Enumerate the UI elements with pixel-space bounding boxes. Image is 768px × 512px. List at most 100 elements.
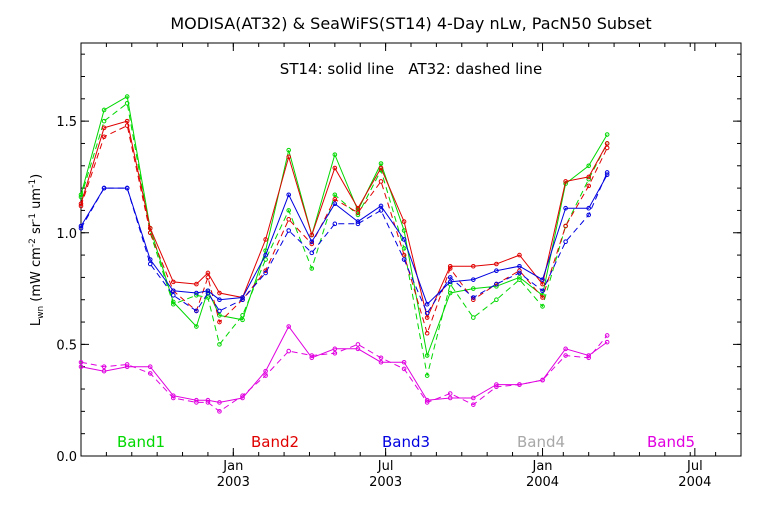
ylabel-close: ): [29, 174, 44, 179]
y-tick-label: 1.0: [56, 227, 77, 242]
band2-dashed-point: [586, 183, 591, 189]
band5-dashed-point: [401, 366, 407, 372]
band3-solid-point: [205, 288, 211, 294]
band3-dashed-point: [378, 208, 384, 213]
ylabel-mid1: sr: [29, 221, 44, 238]
band3-dashed-point: [263, 270, 268, 276]
band3-dashed-point: [563, 239, 568, 244]
band1-solid-point: [194, 324, 199, 329]
band2-dashed-point: [378, 179, 384, 184]
legend-band5: Band5: [647, 433, 695, 451]
band3-dashed-point: [286, 228, 291, 233]
band2-dashed-point: [604, 145, 610, 151]
band5-dashed-point: [78, 359, 84, 365]
band2-dashed-point: [217, 319, 222, 325]
band3-solid-point: [124, 185, 130, 191]
band3-dashed-point: [447, 275, 453, 280]
band3-solid-point: [309, 239, 315, 244]
band1-solid-point: [424, 353, 430, 358]
ylabel-mid2: um: [29, 188, 44, 213]
band2-solid-point: [124, 118, 130, 124]
band3-dashed-point: [494, 281, 499, 287]
band5-dashed-point: [101, 364, 107, 370]
band1-dashed-point: [309, 266, 315, 271]
band3-solid-point: [401, 237, 407, 242]
band5-solid-point: [147, 364, 153, 370]
band5-solid-point: [240, 395, 245, 401]
band2-solid-point: [401, 219, 407, 224]
band2-solid-point: [517, 252, 522, 258]
y-tick-label: 0.0: [56, 450, 77, 465]
band5-solid-point: [355, 346, 361, 352]
band3-dashed-point: [332, 221, 338, 227]
band2-solid-point: [471, 263, 476, 269]
band1-dashed-point: [101, 118, 107, 124]
band3-dashed-point: [309, 250, 315, 256]
x-tick-year-label: 2003: [369, 475, 402, 490]
band3-dashed-line: [80, 172, 608, 315]
band3-solid-point: [355, 219, 361, 224]
band5-solid-point: [124, 364, 130, 370]
band3-dashed-point: [424, 310, 430, 316]
band1-dashed-point: [401, 246, 407, 251]
band2-solid-point: [147, 225, 153, 231]
ylabel-sup2: -1: [28, 213, 38, 222]
x-tick-year-label: 2004: [526, 475, 559, 490]
band5-solid-point: [540, 377, 545, 383]
band2-dashed-point: [424, 330, 430, 336]
legend-band4: Band4: [517, 433, 565, 451]
x-tick-year-label: 2003: [217, 475, 250, 490]
band1-solid-point: [471, 286, 476, 291]
band2-solid-point: [194, 281, 199, 287]
band5-solid-point: [205, 397, 211, 403]
legend-band3: Band3: [382, 433, 430, 451]
band2-solid-point: [563, 179, 568, 184]
band5-solid-point: [194, 397, 199, 403]
band2-dashed-line: [80, 124, 608, 335]
band1-solid-point: [447, 290, 453, 296]
band2-solid-point: [540, 281, 545, 287]
band5-solid-point: [471, 395, 476, 401]
band3-solid-point: [540, 277, 545, 282]
band5-solid-point: [217, 400, 222, 405]
band5-solid-point: [401, 359, 407, 365]
band1-solid-point: [604, 132, 610, 137]
band2-solid-point: [424, 315, 430, 320]
ylabel-sup1: -2: [28, 238, 38, 247]
band1-dashed-point: [424, 373, 430, 378]
band3-solid-point: [517, 263, 522, 269]
band1-solid-line: [80, 95, 608, 358]
band1-solid-point: [171, 299, 176, 305]
band3-solid-line: [80, 174, 608, 306]
band2-solid-point: [263, 237, 268, 242]
band2-dashed-point: [78, 203, 84, 209]
band3-dashed-point: [401, 257, 407, 262]
band5-solid-point: [309, 355, 315, 361]
band2-solid-point: [355, 205, 361, 211]
band5-solid-point: [604, 339, 610, 345]
band1-dashed-point: [355, 212, 361, 218]
y-tick-label: 1.5: [56, 115, 77, 130]
band3-solid-point: [447, 279, 453, 285]
band1-solid-point: [517, 275, 522, 280]
band5-solid-point: [563, 346, 568, 352]
band2-solid-point: [332, 165, 338, 171]
band2-solid-point: [447, 263, 453, 269]
band3-dashed-point: [471, 295, 476, 300]
x-tick-month-label: Jul: [686, 459, 703, 474]
band3-solid-point: [217, 297, 222, 303]
chart-title: MODISA(AT32) & SeaWiFS(ST14) 4-Day nLw, …: [170, 14, 651, 33]
band5-solid-point: [378, 359, 384, 365]
band5-solid-point: [263, 368, 268, 374]
band3-dashed-point: [78, 225, 84, 231]
band2-solid-point: [78, 201, 84, 207]
band1-dashed-point: [124, 100, 130, 106]
band2-dashed-point: [286, 217, 291, 222]
band5-dashed-point: [217, 409, 222, 414]
legend-band1: Band1: [117, 433, 165, 451]
band5-dashed-point: [471, 402, 476, 407]
band1-dashed-point: [471, 315, 476, 320]
ylabel-base: L: [29, 318, 44, 326]
band1-solid-point: [78, 192, 84, 198]
